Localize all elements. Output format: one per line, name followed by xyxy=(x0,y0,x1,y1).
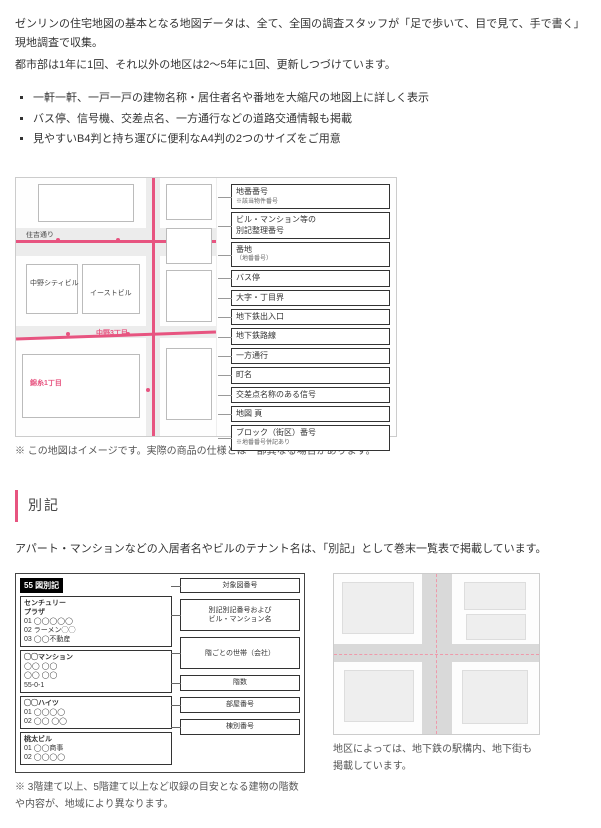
map-callout: ビル・マンション等の別記整理番号 xyxy=(231,212,390,239)
zubekki-caption: 棟別番号 xyxy=(180,719,300,735)
map-ward-label: 錦糸1丁目 xyxy=(30,378,62,390)
map-road-label: 住吉通り xyxy=(26,230,54,242)
zubekki-block: センチュリープラザ 01 ◯◯◯◯◯ 02 ラーメン◯◯ 03 ◯◯不動産 xyxy=(20,596,172,647)
underground-map-figure xyxy=(333,573,540,735)
map-callout: 大字・丁目界 xyxy=(231,290,390,306)
zubekki-caption: 別記別記番号およびビル・マンション名 xyxy=(180,599,300,631)
feature-item: バス停、信号機、交差点名、一方通行などの道路交通情報も掲載 xyxy=(33,110,586,129)
map-illustration: 住吉通り 中野シティビル イーストビル 中野3丁目 錦糸1丁目 xyxy=(16,178,217,436)
map-callout: 地下鉄路線 xyxy=(231,328,390,344)
zubekki-caption: 階数 xyxy=(180,675,300,691)
map-callout: 交差点名称のある信号 xyxy=(231,387,390,403)
zubekki-list: 55 図別記 センチュリープラザ 01 ◯◯◯◯◯ 02 ラーメン◯◯ 03 ◯… xyxy=(16,574,176,773)
map-callout: 町名 xyxy=(231,367,390,383)
map-callout: 地番番号※該当物件番号 xyxy=(231,184,390,209)
zubekki-caption: 階ごとの世帯（会社） xyxy=(180,637,300,669)
intro-text: ゼンリンの住宅地図の基本となる地図データは、全て、全国の調査スタッフが「足で歩い… xyxy=(15,15,586,75)
feature-item: 見やすいB4判と持ち運びに便利なA4判の2つのサイズをご用意 xyxy=(33,130,586,149)
zubekki-block: ◯◯マンション ◯◯ ◯◯ ◯◯ ◯◯ 55-0-1 xyxy=(20,650,172,692)
zubekki-block: 桃太ビル 01 ◯◯商事 02 ◯◯◯◯ xyxy=(20,732,172,765)
bekki-right-column: 地区によっては、地下鉄の駅構内、地下街も掲載しています。 xyxy=(333,573,538,775)
zubekki-figure: 55 図別記 センチュリープラザ 01 ◯◯◯◯◯ 02 ラーメン◯◯ 03 ◯… xyxy=(15,573,305,774)
bekki-right-note: 地区によっては、地下鉄の駅構内、地下街も掲載しています。 xyxy=(333,741,538,775)
zubekki-caption: 対象図番号 xyxy=(180,578,300,594)
zubekki-block: ◯◯ハイツ 01 ◯◯◯◯ 02 ◯◯ ◯◯ xyxy=(20,696,172,729)
map-callout-column: 地番番号※該当物件番号 ビル・マンション等の別記整理番号 番地（地番番号） バス… xyxy=(217,178,396,436)
map-bldg-label: 中野シティビル xyxy=(30,278,79,290)
zubekki-title: 55 図別記 xyxy=(20,578,63,593)
map-callout: 地下鉄出入口 xyxy=(231,309,390,325)
section-heading-bekki: 別記 xyxy=(15,490,586,522)
map-figure-box: 住吉通り 中野シティビル イーストビル 中野3丁目 錦糸1丁目 地番番号※該当物… xyxy=(15,177,397,437)
bekki-left-note: ※ 3階建て以上、5階建て以上など収録の目安となる建物の階数や内容が、地域により… xyxy=(15,779,305,813)
bekki-left-column: 55 図別記 センチュリープラザ 01 ◯◯◯◯◯ 02 ラーメン◯◯ 03 ◯… xyxy=(15,573,305,814)
bekki-intro: アパート・マンションなどの入居者名やビルのテナント名は、「別記」として巻末一覧表… xyxy=(15,540,586,559)
feature-item: 一軒一軒、一戸一戸の建物名称・居住者名や番地を大縮尺の地図上に詳しく表示 xyxy=(33,89,586,108)
map-callout: バス停 xyxy=(231,270,390,286)
map-callout: 番地（地番番号） xyxy=(231,242,390,267)
intro-line-2: 都市部は1年に1回、それ以外の地区は2〜5年に1回、更新しつづけています。 xyxy=(15,56,586,75)
map-ward-label: 中野3丁目 xyxy=(96,328,128,340)
map-callout: ブロック（街区）番号※地番番号併記あり xyxy=(231,425,390,450)
map-callout: 地図 頁 xyxy=(231,406,390,422)
map-callout: 一方通行 xyxy=(231,348,390,364)
intro-line-1: ゼンリンの住宅地図の基本となる地図データは、全て、全国の調査スタッフが「足で歩い… xyxy=(15,15,586,52)
sample-map-figure: 住吉通り 中野シティビル イーストビル 中野3丁目 錦糸1丁目 地番番号※該当物… xyxy=(15,177,586,460)
map-bldg-label: イーストビル xyxy=(90,288,132,300)
feature-list: 一軒一軒、一戸一戸の建物名称・居住者名や番地を大縮尺の地図上に詳しく表示 バス停… xyxy=(15,89,586,149)
bekki-row: 55 図別記 センチュリープラザ 01 ◯◯◯◯◯ 02 ラーメン◯◯ 03 ◯… xyxy=(15,573,586,814)
zubekki-captions: 対象図番号 別記別記番号およびビル・マンション名 階ごとの世帯（会社） 階数 部… xyxy=(176,574,304,773)
